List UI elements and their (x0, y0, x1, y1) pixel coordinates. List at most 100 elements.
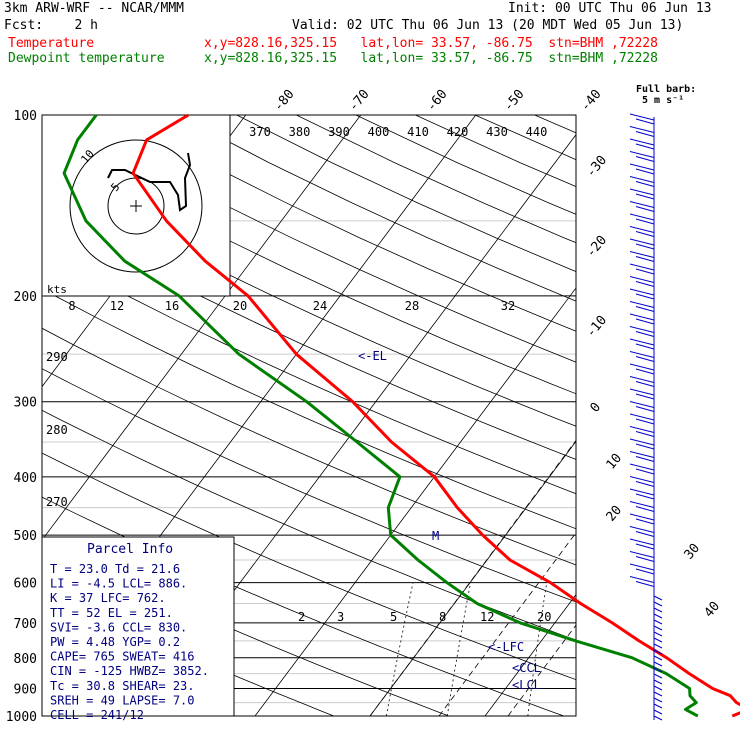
isotherm-label: -10 (584, 313, 611, 341)
plot-frame (41, 114, 577, 717)
wind-barb (653, 619, 663, 625)
theta-label: 380 (289, 125, 311, 139)
wind-barb (635, 118, 655, 125)
wind-barb (635, 343, 655, 350)
mixing-ratio-label: 8 (439, 610, 446, 624)
level-annotation: <-LFC (488, 640, 524, 654)
wind-barb (635, 243, 655, 250)
pressure-tick-label: 900 (14, 682, 37, 697)
temperature-location: x,y=828.16,325.15 lat,lon= 33.57, -86.75… (204, 36, 658, 51)
parcel-info-row: TT = 52 EL = 251. (50, 606, 173, 620)
wind-barb (629, 476, 655, 483)
mixing-ratio-line (676, 583, 686, 716)
wind-barb (629, 376, 655, 383)
wind-barb (629, 413, 655, 421)
wind-barb (635, 506, 655, 512)
pressure-tick-label: 100 (14, 109, 37, 124)
wind-barb (629, 188, 655, 196)
wind-barb (629, 263, 655, 271)
isotherm-label: 30 (682, 541, 704, 563)
wind-barb (653, 667, 663, 673)
dry-adiabat-line (42, 327, 576, 566)
hodograph-trace (107, 152, 192, 212)
dry-adiabat-line (42, 288, 576, 530)
wind-barb (629, 438, 655, 446)
wind-barb (629, 401, 655, 408)
wind-barb (635, 481, 655, 487)
wind-barb (635, 581, 655, 587)
parcel-info-row: K = 37 LFC= 762. (50, 591, 166, 605)
pressure-tick-label: 400 (14, 471, 37, 486)
mixing-ratio-line (527, 582, 548, 716)
isotherm-label: 20 (604, 503, 626, 525)
isotherm-line (484, 594, 576, 716)
moist-adiabat-line (438, 532, 576, 716)
isotherm-label: -70 (346, 87, 373, 115)
wind-barb (635, 543, 655, 550)
wind-barb (629, 563, 655, 571)
temperature-profile-line (131, 113, 740, 718)
wind-barb (653, 637, 663, 643)
wind-barb (629, 201, 655, 208)
wind-barb (653, 649, 663, 655)
wind-barb (635, 406, 655, 412)
hodograph-speed-label: 16 (165, 299, 179, 313)
model-title: 3km ARW-WRF -- NCAR/MMM (4, 1, 185, 16)
wind-barb (635, 518, 655, 525)
wind-barb (653, 697, 663, 703)
pressure-tick-label: 800 (14, 652, 37, 667)
forecast-hour: Fcst: 2 h (4, 18, 98, 33)
wind-barb (635, 131, 655, 137)
valid-time: Valid: 02 UTC Thu 06 Jun 13 (20 MDT Wed … (292, 18, 684, 33)
wind-barb (635, 268, 655, 275)
wind-barb (635, 156, 655, 162)
wind-barb (629, 151, 655, 158)
parcel-info-row: CAPE= 765 SWEAT= 416 (50, 650, 195, 664)
wind-barb (653, 709, 663, 715)
hodograph: 105 (41, 114, 231, 297)
wind-barb (635, 256, 655, 262)
isotherm-label: 10 (604, 451, 626, 473)
wind-barb (653, 595, 663, 601)
wind-barb (653, 673, 663, 679)
wind-barb (629, 576, 655, 583)
wind-barb (629, 251, 655, 258)
wind-barb (653, 643, 663, 649)
wind-barb (635, 381, 655, 387)
mixing-ratio-line (385, 582, 414, 716)
wind-barb (635, 293, 655, 300)
pressure-tick-label: 200 (14, 290, 37, 305)
wind-barb (635, 193, 655, 200)
dewpoint-profile-line (62, 114, 699, 718)
barb-legend-line1: Full barb: (636, 84, 697, 95)
mixing-ratio-label: 5 (390, 610, 397, 624)
wind-barb (653, 601, 663, 607)
dry-adiabat-line (42, 139, 576, 395)
isotherm-label: 40 (702, 599, 724, 621)
wind-barb (635, 531, 655, 537)
parcel-info-row: T = 23.0 Td = 21.6 (50, 562, 180, 576)
wind-barb (635, 468, 655, 475)
wind-barb (653, 607, 663, 613)
hodograph-speed-label: 12 (110, 299, 124, 313)
wind-barb (635, 231, 655, 237)
theta-label: 430 (486, 125, 508, 139)
parcel-info-box: Parcel Info T = 23.0 Td = 21.6LI = -4.5 L… (41, 536, 235, 722)
theta-label: 390 (328, 125, 350, 139)
wind-barb (629, 488, 655, 496)
wind-barb (629, 463, 655, 471)
dry-adiabat-line (42, 249, 576, 495)
wind-barb (629, 363, 655, 371)
pressure-tick-label: 1000 (6, 710, 37, 725)
pressure-tick-label: 700 (14, 617, 37, 632)
wind-barb (635, 556, 655, 562)
parcel-info-row: CIN = -125 HWBZ= 3852. (50, 664, 209, 678)
wind-barb (629, 276, 655, 283)
isotherm-line (600, 115, 740, 716)
wind-barb (635, 318, 655, 325)
pressure-tick-label: 500 (14, 529, 37, 544)
wind-barb (635, 356, 655, 362)
dry-adiabat-line (42, 368, 576, 603)
theta-label: 440 (526, 125, 548, 139)
hodograph-speed-label: 20 (233, 299, 247, 313)
